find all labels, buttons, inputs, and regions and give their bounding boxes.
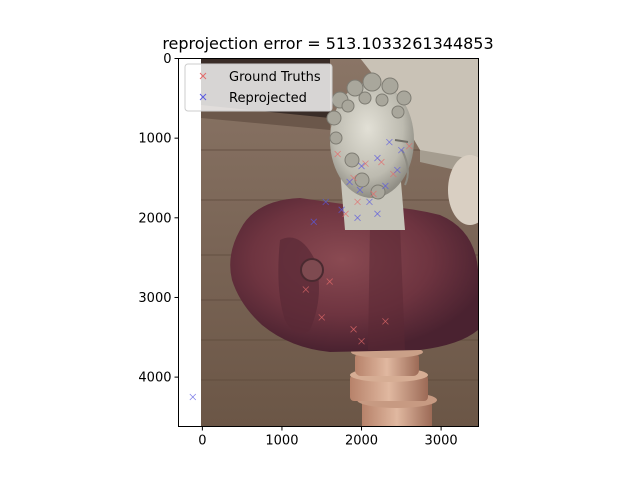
x-tick-label: 3000 (425, 434, 458, 449)
y-tick-label: 2000 (138, 211, 171, 226)
reprojected-point (394, 166, 401, 174)
axes-frame (178, 58, 479, 427)
reprojected-point (386, 138, 393, 146)
ground-truth-point (350, 326, 357, 333)
legend-marker-ground-truths (199, 72, 207, 80)
ground-truth-point (318, 314, 326, 321)
marble-bust-photo-icon (201, 58, 478, 427)
x-tick-label: 2000 (345, 434, 378, 449)
ground-truth-point (362, 160, 369, 167)
legend: Ground Truths Reprojected (184, 63, 333, 112)
ground-truth-point (405, 142, 413, 150)
y-tick-label: 3000 (138, 291, 171, 306)
ground-truth-point (326, 278, 333, 285)
reprojected-point (354, 214, 361, 222)
legend-marker-reprojected (199, 93, 207, 101)
y-axis: 0 1000 2000 3000 4000 (138, 52, 179, 386)
reprojected-point (338, 206, 345, 214)
legend-label-ground-truths: Ground Truths (229, 70, 321, 85)
reprojected-point (398, 146, 405, 154)
legend-box (184, 63, 333, 112)
plot-markers (189, 138, 413, 401)
reprojected-point (374, 210, 381, 218)
reprojected-point (358, 162, 365, 170)
ground-truth-point (382, 318, 389, 325)
x-tick-label: 0 (198, 434, 206, 449)
reprojected-point (346, 178, 353, 186)
reprojected-point (366, 198, 373, 206)
reprojected-point (189, 393, 197, 401)
reprojected-point (310, 218, 318, 226)
reprojected-point (382, 182, 389, 190)
y-tick-label: 0 (163, 52, 171, 67)
ground-truth-point (302, 286, 310, 293)
legend-label-reprojected: Reprojected (229, 91, 307, 106)
y-tick-label: 1000 (138, 132, 171, 147)
ground-truth-point (358, 337, 365, 345)
x-axis: 0 1000 2000 3000 (198, 426, 458, 449)
y-tick-label: 4000 (138, 371, 171, 386)
reprojected-point (374, 154, 381, 162)
chart-title: reprojection error = 513.1033261344853 (162, 34, 493, 53)
ground-truth-point (334, 150, 341, 158)
reprojected-point (322, 198, 329, 206)
ground-truth-point (354, 198, 361, 206)
reprojected-point (356, 186, 364, 194)
x-tick-label: 1000 (265, 434, 298, 449)
ground-truth-point (370, 190, 377, 198)
